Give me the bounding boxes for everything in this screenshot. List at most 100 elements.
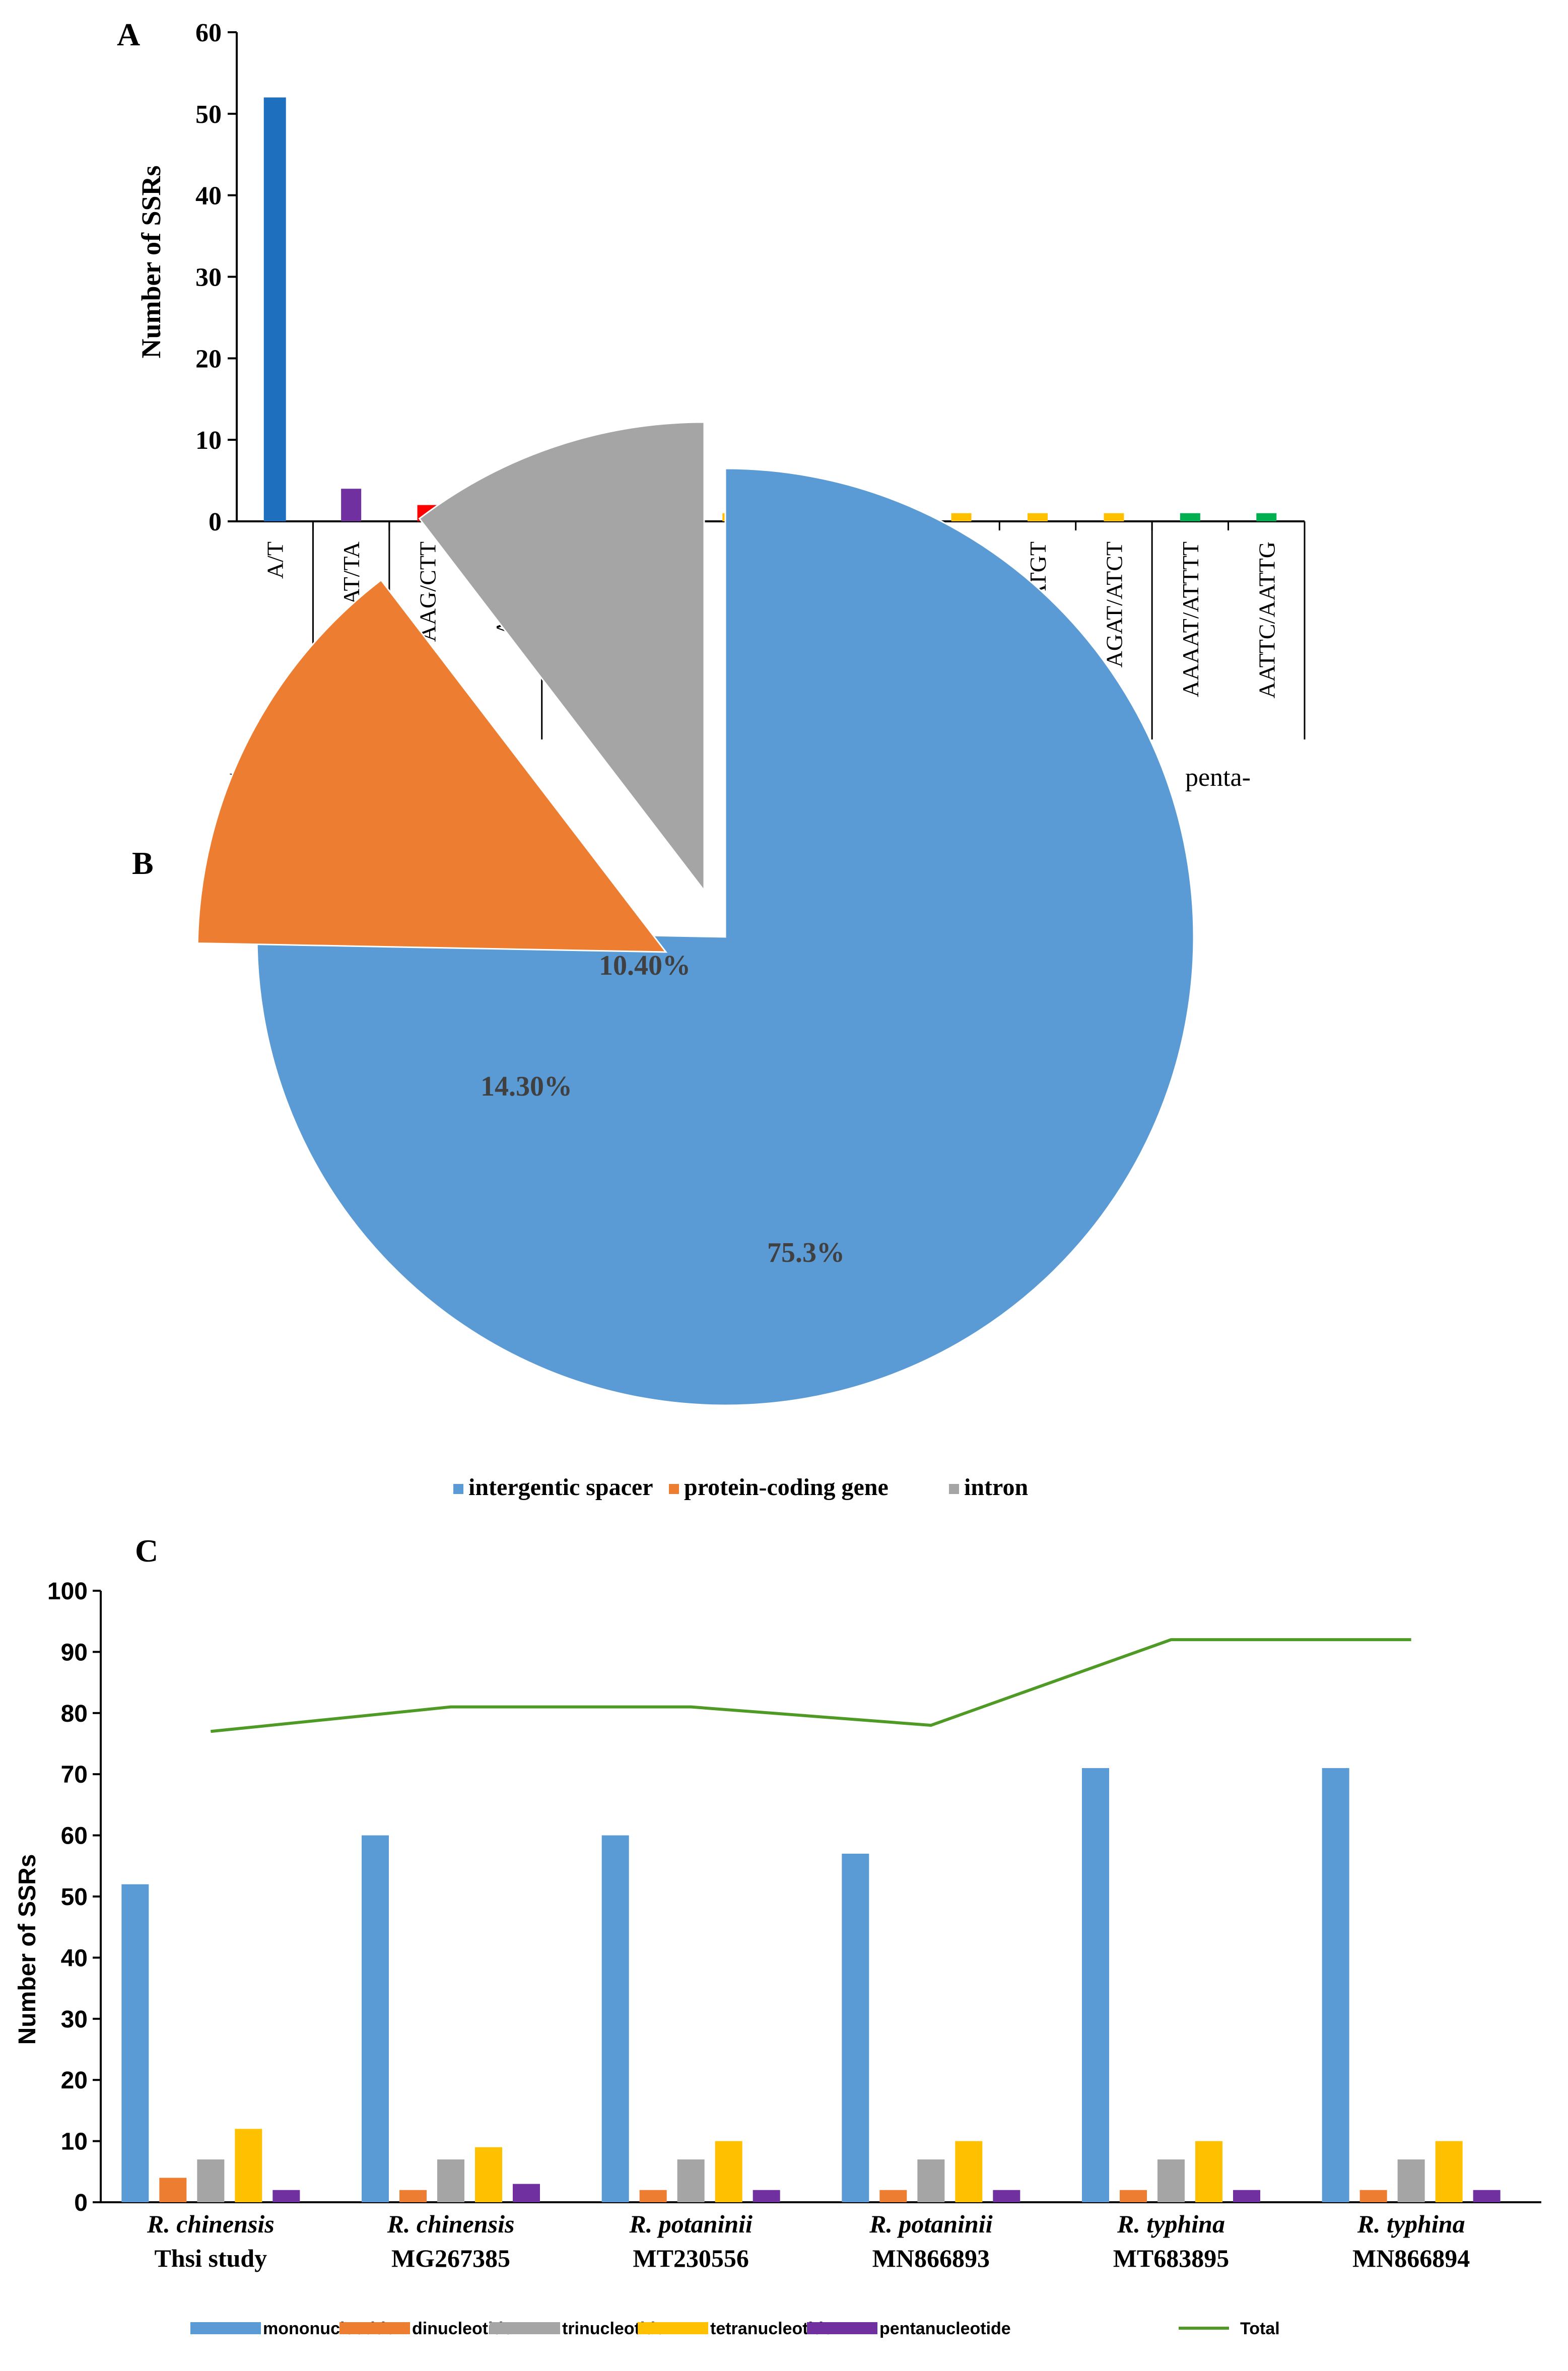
panel-label-a: A [117, 17, 140, 52]
chart-c-y-tick-label: 90 [61, 1639, 88, 1666]
chart-a-bar-acat-atgt [1028, 513, 1048, 521]
chart-c-x-label-species: R. chinensis [147, 2210, 275, 2238]
chart-c-bar-tetranucleotide [1195, 2141, 1222, 2202]
chart-a-y-tick-label: 40 [195, 182, 222, 211]
chart-c-bar-dinucleotide [1359, 2190, 1387, 2202]
chart-c-bar-tetranucleotide [715, 2141, 742, 2202]
legend-label-intron: intron [964, 1474, 1028, 1501]
chart-c-bar-trinucleotide [1157, 2159, 1185, 2202]
chart-b-slice-intergentic-spacer [256, 467, 1195, 1406]
chart-c-bar-dinucleotide [399, 2190, 427, 2202]
chart-a-bar-aatt-aatt [951, 513, 972, 521]
legend-swatch-intron [949, 1484, 959, 1494]
chart-c-bar-trinucleotide [1397, 2159, 1425, 2202]
chart-c-x-label-id: MT683895 [1113, 2244, 1230, 2272]
legend-swatch-protein-coding [669, 1484, 679, 1494]
legend-label-protein-coding: protein-coding gene [684, 1474, 889, 1501]
chart-c-x-label-id: MT230556 [633, 2244, 749, 2272]
chart-a-y-axis-label: Number of SSRs [136, 165, 166, 358]
chart-c-x-label-id: MN866893 [872, 2244, 990, 2272]
chart-c-bar-tetranucleotide [475, 2147, 502, 2202]
chart-c-bar-dinucleotide [1120, 2190, 1147, 2202]
chart-c-bar-trinucleotide [677, 2159, 705, 2202]
chart-c-bar-dinucleotide [159, 2178, 187, 2202]
chart-c-legend-swatch-tetranucleotide [638, 2322, 708, 2334]
chart-c-y-tick-label: 60 [61, 1823, 88, 1850]
chart-c-y-tick-label: 80 [61, 1701, 88, 1727]
chart-a-x-label-aaaat-atttt: AAAAT/ATTTT [1178, 541, 1203, 697]
chart-c-legend: mononucleotide dinucleotide trinucleotide t… [190, 2319, 1280, 2338]
chart-a-bar-aattc-aattg [1256, 513, 1277, 521]
chart-c-bar-mononucleotide [121, 1884, 149, 2202]
chart-c-y-tick-label: 50 [61, 1884, 88, 1911]
chart-c-bar-dinucleotide [639, 2190, 667, 2202]
chart-c-x-label-species: R. typhina [1357, 2210, 1465, 2238]
panel-label-c: C [135, 1533, 158, 1569]
chart-a-bar-agat-atct [1104, 513, 1124, 521]
chart-c-x-tick-labels: R. chinensis Thsi study R. chinensis MG2673… [147, 2210, 1470, 2272]
chart-a-bar-a-t [263, 97, 286, 521]
chart-c-line-total [211, 1638, 1411, 1733]
chart-c-bar-pentanucleotide [513, 2184, 540, 2202]
chart-c-bar-mononucleotide [601, 1835, 629, 2202]
chart-c-bar-pentanucleotide [1233, 2190, 1260, 2202]
chart-c-x-label-species: R. chinensis [387, 2210, 515, 2238]
chart-a-y-tick-label: 50 [195, 100, 222, 129]
chart-b-slice-label-intron: 10.40% [599, 950, 691, 981]
chart-c-bar-mononucleotide [1082, 1768, 1109, 2202]
chart-c-bar-trinucleotide [917, 2159, 945, 2202]
chart-c-x-label-species: R. typhina [1117, 2210, 1225, 2238]
chart-c-bar-pentanucleotide [272, 2190, 300, 2202]
chart-c-legend-label-pentanucleotide: pentanucleotide [879, 2319, 1011, 2338]
chart-c-y-tick-label: 70 [61, 1762, 88, 1788]
chart-c-bar-pentanucleotide [1473, 2190, 1501, 2202]
chart-a-x-label-aattc-aattg: AATTC/AATTG [1254, 541, 1279, 699]
chart-a-bar-at-ta [341, 489, 362, 521]
chart-a-x-label-aag-ctt: AAG/CTT [415, 541, 441, 642]
chart-c-x-label-id: MG267385 [391, 2244, 510, 2272]
chart-a-group-label-penta: penta- [1185, 763, 1251, 792]
chart-c-bar-mononucleotide [842, 1854, 869, 2202]
chart-b-slice-protein-coding-gene [196, 579, 668, 953]
chart-c-x-label-id: Thsi study [154, 2244, 267, 2272]
chart-c-bar-pentanucleotide [753, 2190, 780, 2202]
chart-a-x-label-a-t: A/T [262, 541, 288, 579]
chart-a-y-tick-label: 20 [195, 345, 222, 373]
chart-c-x-label-species: R. potaninii [629, 2210, 753, 2238]
chart-c-y-tick-label: 30 [61, 2006, 88, 2033]
chart-c-y-tick-label: 40 [61, 1945, 88, 1972]
chart-a-x-label-at-ta: AT/TA [338, 541, 364, 605]
chart-c-bars [121, 1768, 1501, 2202]
chart-c-y-tick-label: 20 [61, 2067, 88, 2094]
chart-a-axes: 0 10 20 30 40 50 60 [195, 19, 1305, 536]
chart-c-x-label-species: R. potaninii [869, 2210, 993, 2238]
chart-c-bar-mononucleotide [1322, 1768, 1349, 2202]
chart-c-axes: 0 10 20 30 40 50 60 70 80 90 100 [47, 1578, 1541, 2216]
chart-c-bar-trinucleotide [197, 2159, 225, 2202]
chart-c-bar-pentanucleotide [993, 2190, 1020, 2202]
chart-b-slice-intron [418, 421, 705, 893]
chart-c-bar-tetranucleotide [235, 2129, 262, 2202]
chart-a-x-label-agat-atct: AGAT/ATCT [1101, 541, 1127, 667]
chart-c-legend-swatch-dinucleotide [339, 2322, 410, 2334]
chart-b-slice-label-intergentic-spacer: 75.3% [767, 1237, 845, 1268]
chart-b-slices: 75.3% 14.30% 10.40% [196, 421, 1195, 1406]
chart-c-legend-label-total: Total [1240, 2319, 1280, 2338]
chart-c-bar-trinucleotide [437, 2159, 464, 2202]
chart-c-y-tick-label: 10 [61, 2129, 88, 2155]
chart-b-slice-label-protein-coding-gene: 14.30% [481, 1071, 572, 1102]
chart-c-total-line [211, 1638, 1411, 1733]
chart-a-y-tick-label: 30 [195, 263, 222, 292]
chart-c-y-tick-label: 0 [74, 2190, 88, 2216]
chart-a-bar-aaaat-atttt [1180, 513, 1200, 521]
chart-c-bar-tetranucleotide [1435, 2141, 1463, 2202]
chart-a-y-tick-label: 60 [195, 19, 222, 47]
chart-c-y-axis-label: Number of SSRs [14, 1854, 41, 2045]
chart-c-x-label-id: MN866894 [1352, 2244, 1470, 2272]
chart-c-legend-swatch-mononucleotide [190, 2322, 261, 2334]
chart-c-y-tick-label: 100 [47, 1578, 88, 1605]
chart-c-bar-dinucleotide [879, 2190, 907, 2202]
legend-label-intergenic: intergentic spacer [468, 1474, 653, 1501]
chart-c-species-comparison: Number of SSRs 0 10 20 30 40 50 60 70 80 90 100 R.… [14, 1578, 1541, 2338]
